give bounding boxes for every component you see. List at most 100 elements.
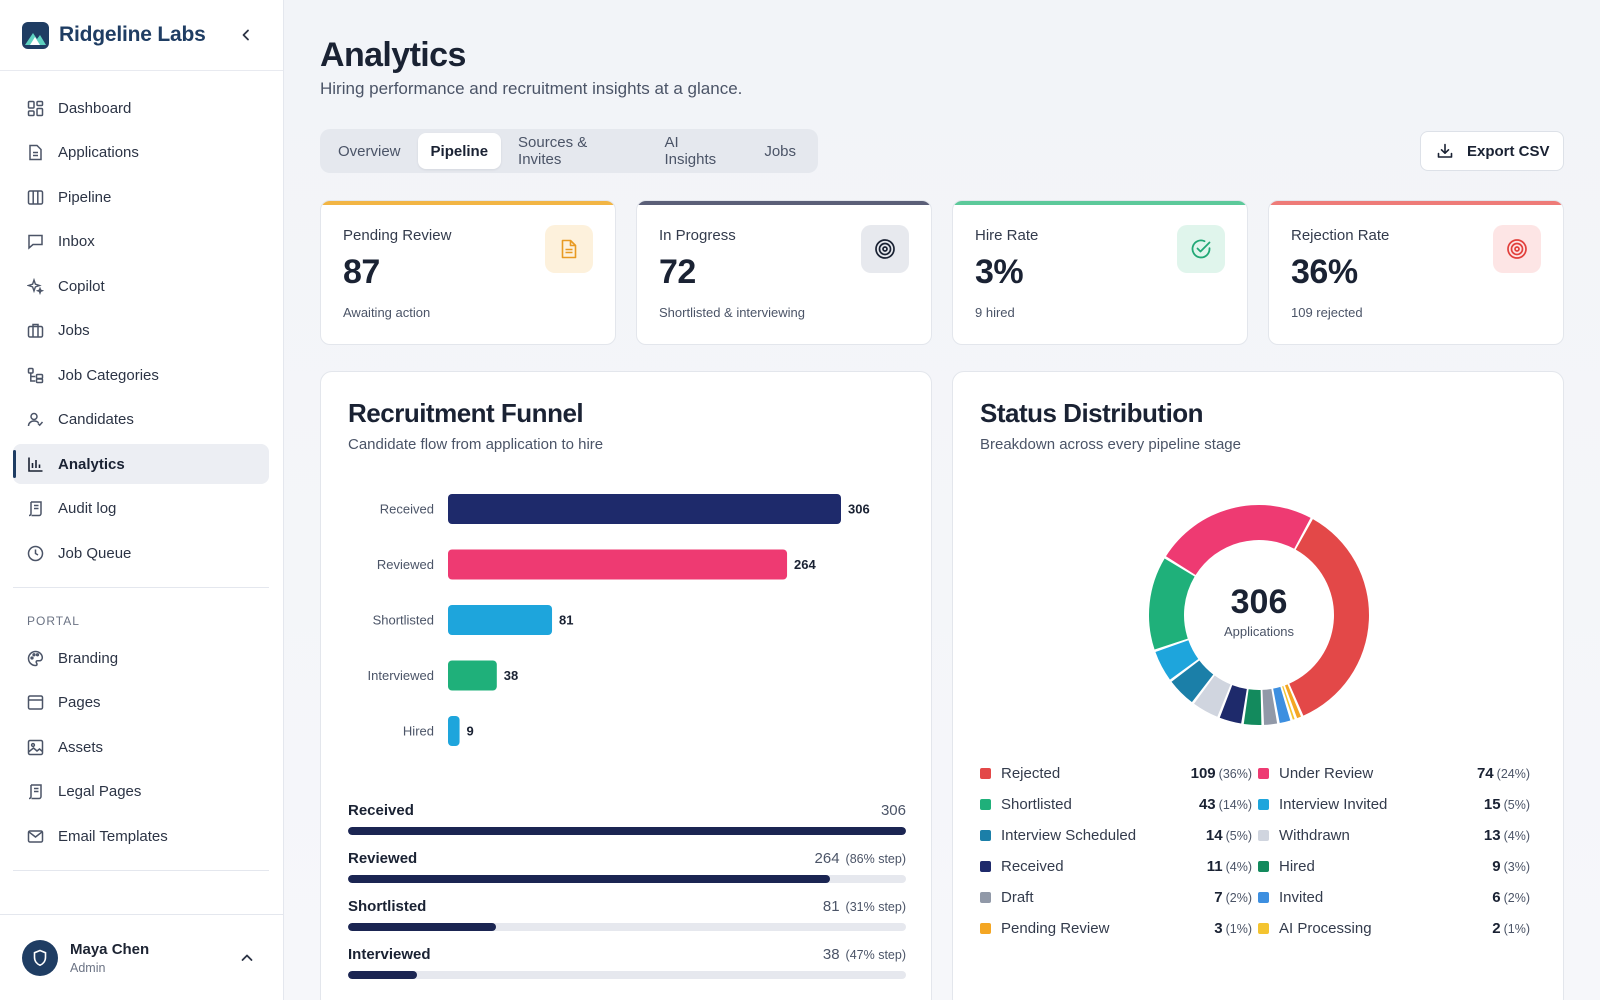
legend-swatch bbox=[1258, 922, 1269, 934]
funnel-value-label: 264 bbox=[794, 557, 816, 572]
sidebar-item-dashboard[interactable]: Dashboard bbox=[13, 88, 269, 128]
tab-ai-insights[interactable]: AI Insights bbox=[664, 134, 717, 168]
sidebar-item-label: Dashboard bbox=[58, 99, 132, 117]
funnel-value-label: 38 bbox=[504, 668, 518, 683]
image-icon bbox=[26, 738, 44, 756]
scroll-icon bbox=[26, 783, 44, 801]
sidebar-item-inbox[interactable]: Inbox bbox=[13, 222, 269, 262]
progress-fill bbox=[348, 923, 496, 931]
kpi-label: In Progress bbox=[659, 227, 736, 244]
legend-percent: (24%) bbox=[1496, 766, 1530, 781]
legend-item: Pending Review 3 (1%) bbox=[980, 917, 1252, 939]
sidebar-item-assets[interactable]: Assets bbox=[13, 727, 269, 767]
legend-item: Rejected 109 (36%) bbox=[980, 762, 1252, 784]
legend-percent: (4%) bbox=[1503, 828, 1530, 843]
sidebar: Ridgeline Labs Dashboard Applications Pi… bbox=[0, 0, 284, 1000]
chevron-up-icon[interactable] bbox=[241, 951, 253, 969]
sidebar-item-candidates[interactable]: Candidates bbox=[13, 400, 269, 440]
sidebar-item-copilot[interactable]: Copilot bbox=[13, 266, 269, 306]
legend-name: Rejected bbox=[1001, 764, 1061, 782]
funnel-bar bbox=[448, 605, 553, 635]
collapse-sidebar-button[interactable] bbox=[237, 26, 255, 44]
funnel-bar bbox=[448, 660, 497, 691]
step-percent: (86% step) bbox=[845, 852, 906, 866]
legend-count: 6 bbox=[1492, 888, 1501, 906]
legend-percent: (14%) bbox=[1218, 797, 1252, 812]
category-icon bbox=[26, 366, 44, 384]
funnel-step-shortlisted: Shortlisted 81 (31% step) bbox=[348, 898, 906, 931]
funnel-step-interviewed: Interviewed 38 (47% step) bbox=[348, 946, 906, 979]
kpi-card-in-progress: In Progress 72 Shortlisted & interviewin… bbox=[636, 200, 932, 345]
donut-slice bbox=[1219, 685, 1247, 724]
funnel-category-label: Reviewed bbox=[377, 557, 434, 572]
legend-percent: (1%) bbox=[1225, 921, 1252, 936]
progress-fill bbox=[348, 875, 830, 883]
donut-slice bbox=[1243, 689, 1262, 725]
step-name: Received bbox=[348, 802, 414, 819]
sidebar-item-label: Job Categories bbox=[58, 366, 159, 384]
funnel-step-reviewed: Reviewed 264 (86% step) bbox=[348, 850, 906, 883]
legend-count: 14 bbox=[1205, 826, 1223, 844]
sidebar-item-label: Assets bbox=[58, 738, 104, 756]
step-name: Shortlisted bbox=[348, 898, 427, 915]
legend-percent: (2%) bbox=[1503, 890, 1530, 905]
legend-swatch bbox=[980, 891, 991, 903]
sidebar-item-job-categories[interactable]: Job Categories bbox=[13, 355, 269, 395]
donut-slice bbox=[1194, 675, 1231, 717]
export-csv-button[interactable]: Export CSV bbox=[1420, 131, 1564, 171]
sidebar-item-pipeline[interactable]: Pipeline bbox=[13, 177, 269, 217]
step-count: 264 bbox=[814, 850, 840, 867]
sidebar-item-label: Pages bbox=[58, 694, 101, 711]
tab-pipeline[interactable]: Pipeline bbox=[417, 133, 502, 169]
sidebar-item-analytics[interactable]: Analytics bbox=[13, 444, 269, 484]
donut-center-label: Applications bbox=[1224, 624, 1295, 639]
legend-count: 13 bbox=[1483, 826, 1501, 844]
sidebar-item-legal-pages[interactable]: Legal Pages bbox=[13, 772, 269, 812]
funnel-value-label: 306 bbox=[848, 502, 870, 517]
legend-count: 2 bbox=[1492, 919, 1501, 937]
legend-name: Hired bbox=[1279, 857, 1315, 875]
status-distribution-card: Status Distribution Breakdown across eve… bbox=[952, 371, 1564, 1000]
dashboard-icon bbox=[26, 99, 44, 117]
progress-fill bbox=[348, 827, 906, 835]
sparkle-icon bbox=[26, 277, 44, 295]
sidebar-item-pages[interactable]: Pages bbox=[13, 683, 269, 723]
tab-jobs[interactable]: Jobs bbox=[764, 142, 796, 160]
users-icon bbox=[26, 411, 44, 429]
funnel-category-label: Hired bbox=[403, 724, 434, 739]
legend-count: 3 bbox=[1214, 919, 1223, 937]
sidebar-item-audit-log[interactable]: Audit log bbox=[13, 489, 269, 529]
sidebar-item-job-queue[interactable]: Job Queue bbox=[13, 533, 269, 573]
legend-swatch bbox=[980, 829, 991, 841]
sidebar-item-jobs[interactable]: Jobs bbox=[13, 311, 269, 351]
avatar bbox=[22, 939, 58, 976]
user-menu[interactable]: Maya Chen Admin bbox=[0, 914, 283, 1000]
step-value: 306 bbox=[881, 802, 906, 819]
chevron-left-icon bbox=[242, 29, 249, 41]
kpi-accent-bar bbox=[1269, 201, 1563, 205]
donut-slice bbox=[1171, 660, 1214, 703]
legend-name: Received bbox=[1001, 857, 1064, 875]
kpi-label: Hire Rate bbox=[975, 227, 1039, 244]
mail-icon bbox=[26, 827, 44, 845]
sidebar-item-branding[interactable]: Branding bbox=[13, 638, 269, 678]
step-name: Interviewed bbox=[348, 946, 431, 963]
tab-overview[interactable]: Overview bbox=[338, 142, 401, 160]
target-icon bbox=[1493, 225, 1541, 273]
user-name: Maya Chen bbox=[70, 940, 150, 958]
sidebar-item-email-templates[interactable]: Email Templates bbox=[13, 816, 269, 856]
funnel-bar bbox=[448, 716, 460, 746]
sidebar-item-label: Audit log bbox=[58, 500, 117, 517]
sidebar-item-applications[interactable]: Applications bbox=[13, 133, 269, 173]
legend-value: 6 (2%) bbox=[1492, 889, 1530, 906]
kpi-value: 72 bbox=[659, 253, 696, 291]
legend-item: AI Processing 2 (1%) bbox=[1258, 917, 1530, 939]
step-value: 81 (31% step) bbox=[823, 898, 906, 915]
kpi-label: Pending Review bbox=[343, 227, 452, 244]
legend-swatch bbox=[980, 767, 991, 779]
legend-item: Invited 6 (2%) bbox=[1258, 886, 1530, 908]
legend-item: Draft 7 (2%) bbox=[980, 886, 1252, 908]
legend-name: Pending Review bbox=[1001, 919, 1110, 937]
tab-sources-invites[interactable]: Sources & Invites bbox=[518, 134, 588, 168]
legend-item: Hired 9 (3%) bbox=[1258, 855, 1530, 877]
